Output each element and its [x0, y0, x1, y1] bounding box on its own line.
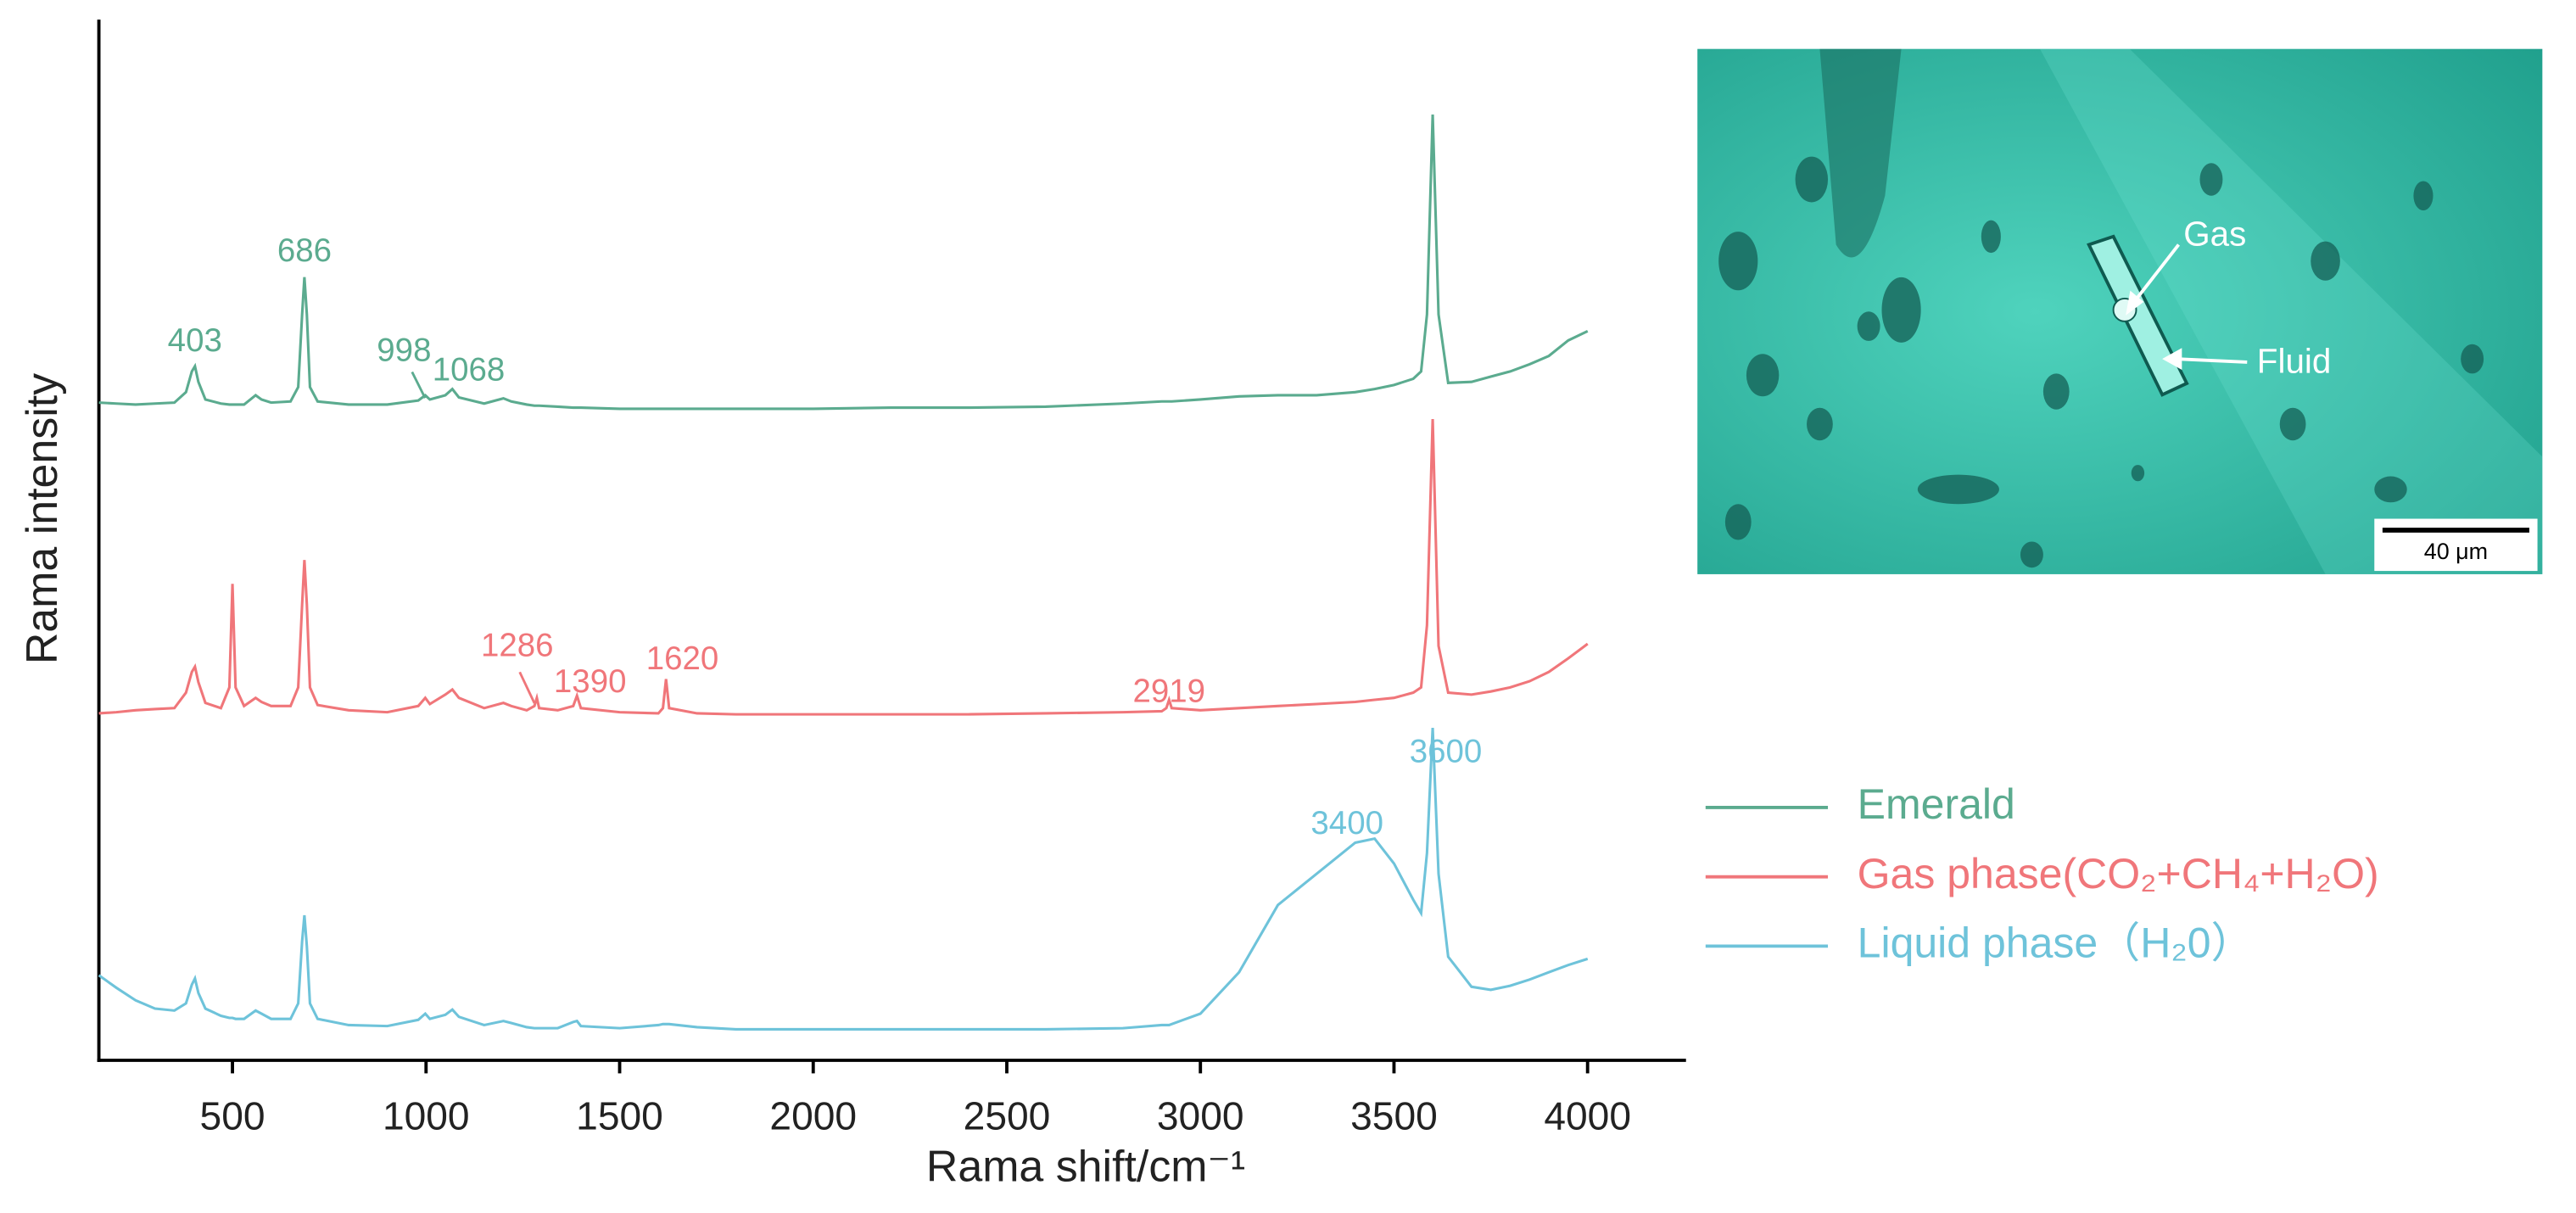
peak-label: 403 — [168, 322, 222, 359]
peak-label: 3400 — [1310, 805, 1383, 841]
inset-label: Gas — [2183, 215, 2246, 254]
x-tick-label: 2000 — [769, 1093, 857, 1138]
x-tick-label: 4000 — [1544, 1093, 1631, 1138]
legend-label: Gas phase(CO₂+CH₄+H₂O) — [1858, 850, 2379, 897]
y-axis-label: Rama intensity — [18, 373, 67, 664]
x-tick-label: 3500 — [1350, 1093, 1438, 1138]
x-tick-label: 1500 — [576, 1093, 663, 1138]
label-pointer — [518, 671, 536, 704]
peak-label: 686 — [277, 232, 332, 269]
peak-label: 1390 — [554, 663, 627, 700]
inset-label: Fluid — [2257, 342, 2332, 381]
legend-label: Liquid phase（H₂0） — [1858, 920, 2254, 967]
x-axis-label: Rama shift/cm⁻¹ — [926, 1143, 1245, 1192]
spectrum-line — [98, 728, 1589, 1031]
peak-label: 1068 — [433, 352, 506, 388]
x-tick-label: 2500 — [964, 1093, 1051, 1138]
scale-bar-box — [2374, 518, 2538, 572]
x-tick-label: 500 — [200, 1093, 265, 1138]
dark-region — [1819, 48, 1902, 258]
inset-photo: Gas Fluid 40 μm — [1697, 48, 2543, 574]
spectrum-line — [98, 418, 1589, 716]
bubbles — [1718, 156, 2484, 568]
legend-label: Emerald — [1858, 780, 2015, 828]
peak-label: 2919 — [1132, 673, 1205, 709]
peak-label: 3600 — [1410, 734, 1483, 770]
x-tick-label: 3000 — [1157, 1093, 1244, 1138]
scale-bar-label: 40 μm — [2424, 539, 2488, 564]
inclusion — [2087, 234, 2189, 397]
light-band — [2040, 48, 2543, 574]
peak-label: 1286 — [481, 628, 554, 664]
label-pointer — [411, 371, 427, 399]
pointer-arrows — [2126, 243, 2248, 370]
peak-label: 1620 — [646, 640, 719, 677]
spectrum-line — [98, 114, 1589, 411]
peak-label: 998 — [377, 333, 431, 369]
x-tick-label: 1000 — [383, 1093, 470, 1138]
